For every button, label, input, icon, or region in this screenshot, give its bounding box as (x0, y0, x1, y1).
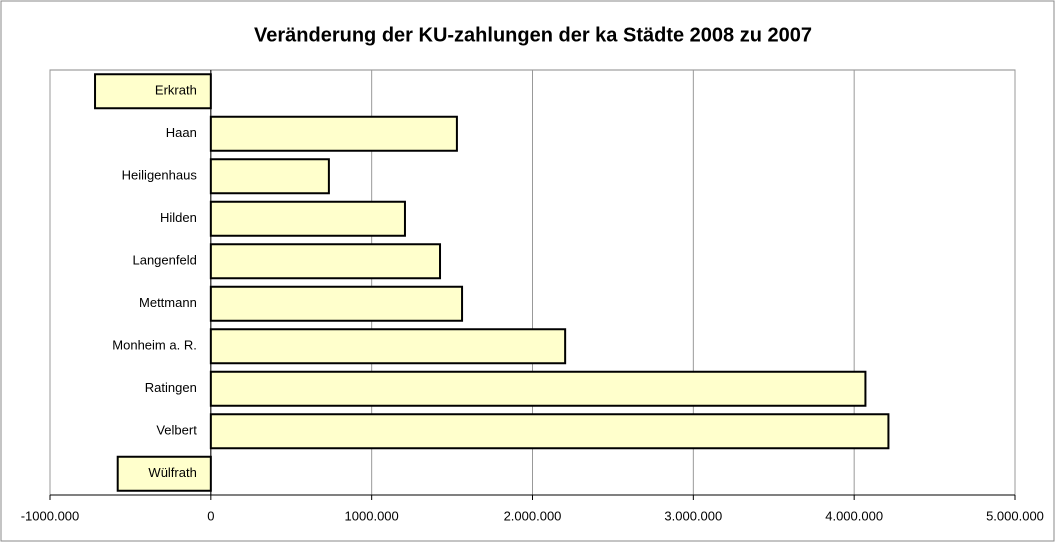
x-tick-label: 0 (207, 508, 214, 523)
y-tick-label: Velbert (156, 423, 197, 438)
x-tick-label: 4.000.000 (825, 508, 883, 523)
x-tick-label: -1000.000 (21, 508, 80, 523)
x-tick-label: 3.000.000 (664, 508, 722, 523)
y-tick-label: Wülfrath (148, 465, 196, 480)
x-tick-label: 2.000.000 (504, 508, 562, 523)
y-tick-label: Erkrath (155, 83, 197, 98)
y-tick-label: Haan (166, 125, 197, 140)
bar (94, 73, 212, 110)
y-tick-label: Monheim a. R. (112, 338, 197, 353)
bar (209, 413, 890, 450)
bar (209, 158, 330, 195)
bar (209, 285, 464, 322)
x-tick-label: 1000.000 (345, 508, 399, 523)
y-tick-label: Ratingen (145, 380, 197, 395)
bar (209, 370, 867, 407)
bar (116, 455, 212, 492)
bar (209, 200, 406, 237)
bar (209, 243, 442, 280)
bar (209, 328, 567, 365)
x-tick-label: 5.000.000 (986, 508, 1044, 523)
y-tick-label: Langenfeld (132, 253, 196, 268)
y-tick-label: Hilden (160, 210, 197, 225)
y-tick-label: Heiligenhaus (122, 168, 198, 183)
y-tick-label: Mettmann (139, 295, 197, 310)
bar (209, 115, 458, 152)
chart-title: Veränderung der KU-zahlungen der ka Städ… (254, 24, 812, 46)
